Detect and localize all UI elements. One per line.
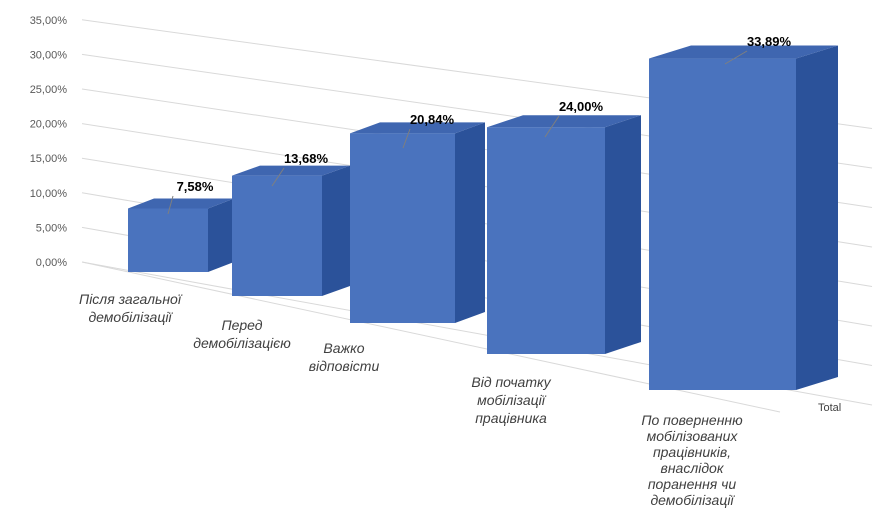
bar-top	[649, 45, 838, 59]
bar	[350, 133, 455, 323]
category-label: Від початку мобілізації працівника	[471, 374, 551, 426]
y-tick-label: 0,00%	[36, 257, 67, 269]
category-label-line: Від початку	[471, 374, 551, 390]
category-label-line: мобілізації	[477, 392, 547, 408]
y-tick-label: 5,00%	[36, 222, 67, 234]
bar	[487, 127, 605, 354]
y-tick-label: 20,00%	[30, 119, 68, 131]
data-label: 13,68%	[284, 151, 329, 166]
bar	[128, 208, 208, 272]
category-label-line: Перед	[221, 317, 262, 333]
leader-line	[724, 50, 748, 65]
data-label: 33,89%	[747, 34, 792, 49]
bars	[128, 45, 838, 391]
category-label-line: працівників,	[653, 444, 731, 460]
category-label: Після загальної демобілізації	[79, 291, 183, 325]
category-label: Важко відповісти	[309, 340, 380, 374]
category-label-line: По поверненню	[641, 412, 743, 428]
data-label: 24,00%	[559, 99, 604, 114]
category-labels: Після загальної демобілізації Перед демобіл…	[79, 291, 743, 508]
category-label-line: поранення чи	[648, 476, 737, 492]
category-label-line: внаслідок	[661, 460, 725, 476]
category-label-line: демобілізації	[88, 309, 173, 325]
data-label: 20,84%	[410, 112, 455, 127]
bar-top	[232, 165, 350, 176]
category-label-line: демобілізації	[650, 492, 735, 508]
bar	[232, 175, 322, 296]
data-label: 7,58%	[177, 179, 214, 194]
leader-line	[167, 195, 174, 215]
leader-line	[271, 167, 285, 187]
y-tick-label: 25,00%	[30, 84, 68, 96]
leader-line	[544, 115, 560, 138]
bar-side	[605, 115, 641, 354]
y-axis-tick-labels: 0,00% 5,00% 10,00% 15,00% 20,00% 25,00% 30,00%…	[30, 15, 68, 269]
category-label-line: демобілізацією	[193, 335, 291, 351]
bar-top	[128, 198, 234, 209]
category-label-line: Важко	[323, 340, 364, 356]
bar-top	[350, 122, 485, 134]
bar-top	[487, 115, 641, 128]
category-label: Перед демобілізацією	[193, 317, 291, 351]
bar-side	[455, 122, 485, 323]
bar-side	[322, 165, 350, 296]
category-label-line: відповісти	[309, 358, 380, 374]
category-label-line: Після загальної	[79, 291, 183, 307]
leader-line	[402, 128, 411, 149]
bar-side	[796, 45, 838, 391]
category-label-line: працівника	[475, 410, 547, 426]
y-tick-label: 10,00%	[30, 188, 68, 200]
series-name-label: Total	[818, 402, 841, 414]
bar-side	[208, 198, 234, 272]
y-tick-label: 35,00%	[30, 15, 68, 27]
data-labels: 7,58% 13,68% 20,84% 24,00% 33,89%	[167, 34, 792, 215]
category-label-line: мобілізованих	[647, 428, 739, 444]
bar	[649, 58, 796, 391]
y-tick-label: 30,00%	[30, 49, 68, 61]
category-label: По поверненню мобілізованих працівників, вн…	[641, 412, 743, 508]
y-tick-label: 15,00%	[30, 153, 68, 165]
